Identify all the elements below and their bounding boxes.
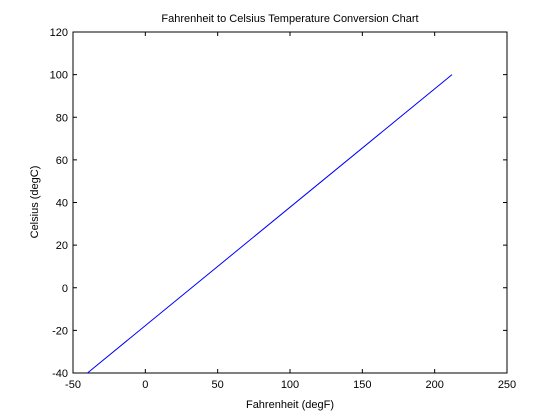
- x-tick-label: 50: [212, 379, 224, 391]
- chart-title: Fahrenheit to Celsius Temperature Conver…: [161, 13, 418, 25]
- series-layer: [87, 74, 453, 374]
- y-tick-label: 20: [56, 240, 68, 252]
- x-tick-label: 0: [142, 379, 148, 391]
- series-line: [87, 74, 453, 374]
- x-tick-label: 200: [425, 379, 443, 391]
- y-tick-label: 100: [50, 70, 68, 82]
- y-tick-label: 0: [62, 283, 68, 295]
- x-tick-label: -50: [65, 379, 81, 391]
- y-tick-label: -40: [52, 368, 68, 380]
- y-tick-label: 40: [56, 198, 68, 210]
- x-tick-label: 250: [498, 379, 516, 391]
- x-axis-title: Fahrenheit (degF): [246, 399, 334, 411]
- y-tick-label: -20: [52, 325, 68, 337]
- y-axis-title: Celsius (degC): [29, 166, 41, 239]
- x-tick-label: 100: [281, 379, 299, 391]
- x-axis-ticks: -50 0 50 100 150 200 250: [65, 32, 516, 391]
- y-tick-label: 80: [56, 112, 68, 124]
- y-tick-label: 120: [50, 27, 68, 39]
- y-axis-ticks: -40 -20 0 20 40 60 80 100 120: [50, 27, 507, 380]
- x-tick-label: 150: [353, 379, 371, 391]
- y-tick-label: 60: [56, 155, 68, 167]
